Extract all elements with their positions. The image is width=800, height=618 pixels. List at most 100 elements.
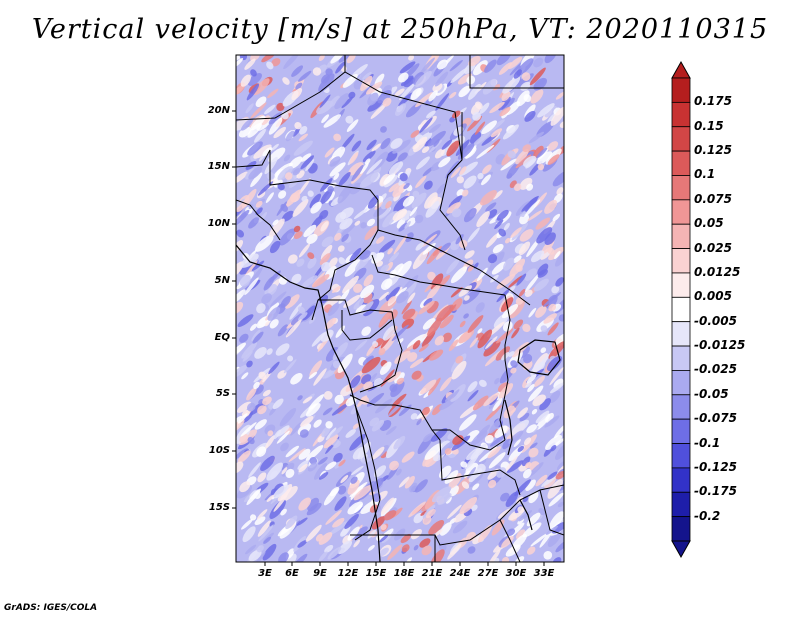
- velocity-patch: [318, 73, 335, 93]
- velocity-patch: [332, 517, 345, 528]
- velocity-patch: [518, 288, 526, 297]
- velocity-patch: [547, 141, 559, 151]
- velocity-patch: [401, 544, 410, 553]
- velocity-patch: [412, 340, 421, 350]
- velocity-patch: [309, 193, 322, 209]
- axis-ticks: [232, 110, 545, 566]
- velocity-patch: [543, 550, 553, 560]
- velocity-patch: [253, 144, 272, 159]
- velocity-patch: [251, 329, 261, 342]
- velocity-patch: [419, 538, 431, 548]
- velocity-patch: [404, 221, 411, 229]
- velocity-patch: [305, 159, 315, 172]
- velocity-patch: [306, 233, 318, 244]
- colorbar-top-arrow: [671, 60, 691, 79]
- velocity-patch: [380, 126, 387, 133]
- velocity-patch: [528, 131, 545, 144]
- velocity-patch: [413, 544, 419, 551]
- velocity-patch: [401, 318, 415, 330]
- velocity-patch: [469, 337, 479, 348]
- velocity-patch: [409, 358, 424, 369]
- velocity-patch: [247, 437, 255, 445]
- velocity-patch: [310, 201, 322, 214]
- velocity-patch: [481, 120, 497, 135]
- velocity-patch: [446, 140, 460, 157]
- velocity-patch: [449, 59, 463, 72]
- velocity-patch: [250, 69, 257, 77]
- velocity-patch: [425, 201, 440, 218]
- velocity-patch: [334, 458, 344, 469]
- velocity-patch: [268, 147, 286, 163]
- velocity-patch: [455, 234, 464, 245]
- velocity-patch: [527, 384, 535, 393]
- velocity-patch: [479, 102, 490, 114]
- velocity-patch: [422, 433, 434, 443]
- velocity-patch: [271, 143, 279, 151]
- velocity-patch: [475, 302, 485, 313]
- lat-label: EQ: [214, 332, 230, 343]
- country-borders: [236, 55, 564, 562]
- velocity-patch: [420, 510, 428, 516]
- velocity-patch: [246, 360, 253, 368]
- velocity-patch: [544, 415, 560, 428]
- velocity-patch: [287, 355, 294, 362]
- velocity-patch: [451, 208, 462, 218]
- velocity-patch: [476, 211, 490, 228]
- velocity-patch: [425, 508, 436, 519]
- velocity-field: [236, 55, 564, 562]
- velocity-patch: [396, 468, 402, 476]
- velocity-patch: [349, 375, 361, 389]
- velocity-patch: [313, 368, 327, 386]
- velocity-patch: [321, 236, 334, 247]
- velocity-patch: [457, 73, 473, 85]
- velocity-patch: [370, 103, 387, 119]
- velocity-patch: [521, 72, 531, 81]
- velocity-patch: [470, 103, 482, 115]
- velocity-patch: [254, 419, 267, 430]
- velocity-patch: [517, 407, 529, 419]
- velocity-patch: [383, 510, 397, 521]
- velocity-patch: [371, 419, 385, 432]
- velocity-patch: [237, 314, 254, 327]
- velocity-patch: [492, 190, 503, 200]
- lon-label: 12E: [337, 568, 359, 579]
- velocity-patch: [298, 133, 308, 142]
- velocity-patch: [236, 209, 250, 226]
- velocity-patch: [340, 475, 349, 484]
- velocity-patch: [382, 325, 396, 341]
- velocity-patch: [282, 77, 290, 85]
- velocity-patch: [276, 430, 290, 444]
- velocity-patch: [348, 162, 364, 176]
- velocity-patch: [439, 522, 452, 536]
- velocity-patch: [503, 405, 515, 419]
- velocity-patch: [325, 421, 333, 429]
- velocity-patch: [498, 96, 511, 111]
- velocity-patch: [309, 360, 323, 377]
- velocity-patch: [347, 501, 363, 515]
- velocity-patch: [337, 245, 345, 252]
- velocity-patch: [291, 65, 304, 77]
- velocity-patch: [472, 395, 489, 411]
- velocity-patch: [300, 153, 312, 162]
- velocity-patch: [308, 394, 325, 411]
- velocity-patch: [451, 110, 461, 119]
- velocity-patch: [345, 115, 354, 124]
- velocity-patch: [321, 425, 331, 438]
- velocity-patch: [516, 529, 526, 540]
- colorbar-box: [671, 175, 691, 201]
- velocity-patch: [318, 472, 329, 480]
- velocity-patch: [445, 496, 452, 504]
- velocity-patch: [448, 339, 459, 352]
- velocity-patch: [447, 504, 462, 519]
- velocity-patch: [331, 402, 350, 416]
- lon-label: 3E: [258, 568, 272, 579]
- velocity-patch: [237, 401, 252, 413]
- velocity-patch: [337, 183, 353, 204]
- velocity-patch: [496, 209, 509, 221]
- velocity-patch: [450, 67, 468, 84]
- velocity-patch: [254, 347, 267, 359]
- velocity-patch: [467, 390, 479, 402]
- velocity-patch: [380, 264, 390, 273]
- velocity-patch: [374, 201, 384, 210]
- velocity-patch: [526, 238, 541, 258]
